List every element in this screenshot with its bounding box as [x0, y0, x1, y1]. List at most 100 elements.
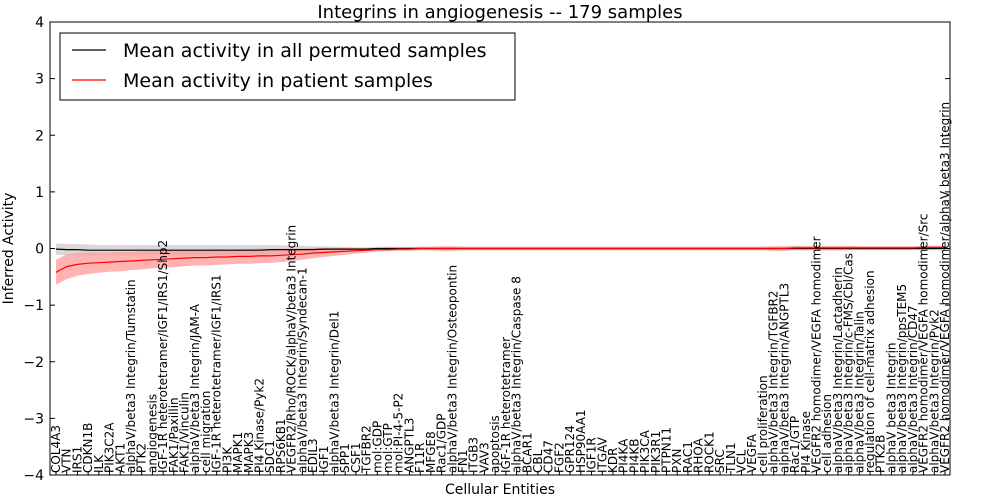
x-tick-label: cell migration: [199, 391, 213, 473]
x-tick-label: PTPN11: [660, 427, 674, 473]
y-tick-label: 1: [35, 185, 44, 201]
x-tick-label: FAK1/Vinculin: [178, 392, 192, 473]
line-series-1: [55, 246, 945, 273]
x-tick-label: SRC: [713, 449, 727, 473]
x-tick-label: MAPK3: [242, 432, 256, 473]
x-tick-label: alphaV/beta3 Integrin/c-FMS/Cbl/Cas: [842, 253, 856, 473]
x-tick-label: PIK3R1: [649, 431, 663, 473]
x-tick-label: mol:GTP: [381, 423, 395, 473]
x-tick-label: alphaV/beta3 Integrin/Syndecan-1: [295, 267, 309, 473]
x-tick-label: PTK2: [135, 443, 149, 473]
y-axis: −4 −3 −2 −1 0 1 2 3 4: [23, 15, 950, 484]
x-tick-label: PIK3CA: [638, 429, 652, 473]
y-tick-label: 2: [35, 128, 44, 144]
x-tick-label: PTK2B: [874, 435, 888, 473]
x-tick-label: MFGE8: [424, 431, 438, 473]
x-tick-label: TGFBR2: [360, 425, 374, 474]
x-axis-label: Cellular Entities: [445, 482, 555, 498]
x-tick-label: CSF1: [349, 442, 363, 473]
x-tick-label: RAC1: [681, 441, 695, 473]
y-tick-label: 3: [35, 72, 44, 88]
x-tick-label: VAV3: [477, 442, 491, 473]
x-tick-label: FN1: [456, 449, 470, 473]
x-tick-label: cell proliferation: [756, 375, 770, 473]
x-tick-label: apoptosis: [488, 415, 502, 473]
x-tick-label: RPS6KB1: [274, 418, 288, 473]
x-tick-label: SPP1: [338, 443, 352, 473]
x-tick-label: MAPK1: [231, 432, 245, 473]
chart-title: Integrins in angiogenesis -- 179 samples: [317, 2, 682, 23]
x-tick-label: IGF-1R heterotetramer/IGF1/IRS1: [210, 274, 224, 473]
x-tick-label: PXN: [670, 449, 684, 473]
x-tick-label: COL4A3: [49, 425, 63, 473]
x-tick-label: VEGFR2/Rho/ROCK/alphaV/beta3 Integrin: [285, 225, 299, 473]
y-tick-label: −2: [23, 355, 44, 371]
x-tick-label: VTN: [60, 448, 74, 473]
x-tick-label: alphaV/beta3 Integrin/JAM-A: [188, 303, 202, 473]
x-tick-label: SDC1: [263, 440, 277, 473]
x-tick-label: GPR124: [563, 425, 577, 473]
x-tick-label: CBL: [531, 449, 545, 473]
x-tick-label: cell adhesion: [820, 394, 834, 473]
legend-label-permuted: Mean activity in all permuted samples: [123, 40, 486, 62]
x-tick-label: ROCK1: [702, 431, 716, 473]
legend: Mean activity in all permuted samples Me…: [59, 32, 516, 101]
x-tick-label: Rac1/GTP: [788, 416, 802, 473]
x-tick-label: FAK1/Paxillin: [167, 397, 181, 473]
x-axis: COL4A3VTNIRS1CDKN1BILKPIK3C2AAKT1alphaV/…: [49, 102, 952, 475]
x-tick-label: RHOA: [692, 437, 706, 473]
x-tick-label: alphaV/beta3 Integrin/Pyk2: [927, 309, 941, 473]
x-tick-label: KDR: [606, 448, 620, 473]
y-tick-label: −4: [23, 468, 44, 484]
x-tick-label: alphaV/beta3 Integrin/Talin: [852, 311, 866, 473]
legend-box: [59, 32, 516, 101]
x-tick-label: mol:GDP: [370, 421, 384, 473]
x-tick-label: CD47: [542, 440, 556, 473]
x-tick-label: alphaV/beta3 Integrin/Tumstatin: [124, 279, 138, 473]
x-tick-label: AKT1: [113, 443, 127, 473]
y-axis-label: Inferred Activity: [1, 193, 17, 305]
x-tick-label: VEGFR2 homodimer/VEGFA homodimer/Src: [917, 213, 931, 473]
x-tick-label: IGF1R: [585, 437, 599, 473]
y-tick-label: −1: [23, 298, 44, 314]
x-tick-label: VEGFA: [745, 433, 759, 473]
x-tick-label: CDKN1B: [81, 423, 95, 473]
x-tick-label: PIK3C2A: [103, 422, 117, 473]
x-tick-label: F11R: [413, 442, 427, 473]
x-tick-label: alphaV/beta3 Integrin/Lactadherin: [831, 267, 845, 473]
x-tick-label: PI4 Kinase: [799, 411, 813, 473]
x-tick-label: VEGFR2 homodimer/VEGFA homodimer: [810, 236, 824, 473]
x-tick-label: IGF1: [317, 446, 331, 473]
x-tick-label: EDIL3: [306, 438, 320, 473]
x-tick-label: IRS1: [70, 446, 84, 473]
x-tick-label: alphaV/beta3 Integrin/ppsTEM5: [895, 284, 909, 473]
x-tick-label: regulation of cell-matrix adhesion: [863, 270, 877, 473]
x-tick-label: alphaV/beta3 Integrin/ANGPTL3: [777, 283, 791, 473]
x-tick-label: alphaV/beta3 Integrin/Del1: [328, 311, 342, 473]
x-tick-label: Rac1/GDP: [435, 414, 449, 473]
x-tick-label: ILK: [92, 454, 106, 473]
y-tick-label: −3: [23, 411, 44, 427]
x-tick-label: alphaV/beta3 Integrin/Osteopontin: [445, 265, 459, 473]
y-tick-label: 0: [35, 242, 44, 258]
x-tick-label: IGF-1R heterotetramer/IGF1/IRS1/Shp2: [156, 240, 170, 473]
x-tick-label: TLN1: [724, 442, 738, 474]
x-tick-label: FGF2: [552, 442, 566, 473]
x-tick-label: PI4KA: [617, 438, 631, 473]
x-tick-label: alphaV/beta3 Integrin/TGFBR2: [767, 290, 781, 473]
x-tick-label: alphaV beta3 Integrin: [884, 342, 898, 473]
x-tick-label: ITGB3: [467, 437, 481, 473]
x-tick-label: PI3K: [220, 446, 234, 473]
x-tick-label: alphaV/beta3 Integrin/CD47: [906, 305, 920, 473]
x-tick-label: ITGAV: [595, 436, 609, 473]
x-tick-label: IGF-1R heterotetramer: [499, 337, 513, 473]
x-tick-label: BCAR1: [520, 432, 534, 473]
x-tick-label: HSP90AA1: [574, 409, 588, 473]
x-tick-label: ANGPTL3: [403, 418, 417, 473]
x-tick-label: VEGFR2 homodimer/VEGFA homodimer/alphaV …: [938, 102, 952, 473]
x-tick-label: alphaV/beta3 Integrin/Caspase 8: [510, 276, 524, 473]
legend-label-patient: Mean activity in patient samples: [123, 70, 433, 92]
x-tick-label: PI4KB: [627, 438, 641, 473]
x-tick-label: mol:PI-4-5-P2: [392, 393, 406, 473]
